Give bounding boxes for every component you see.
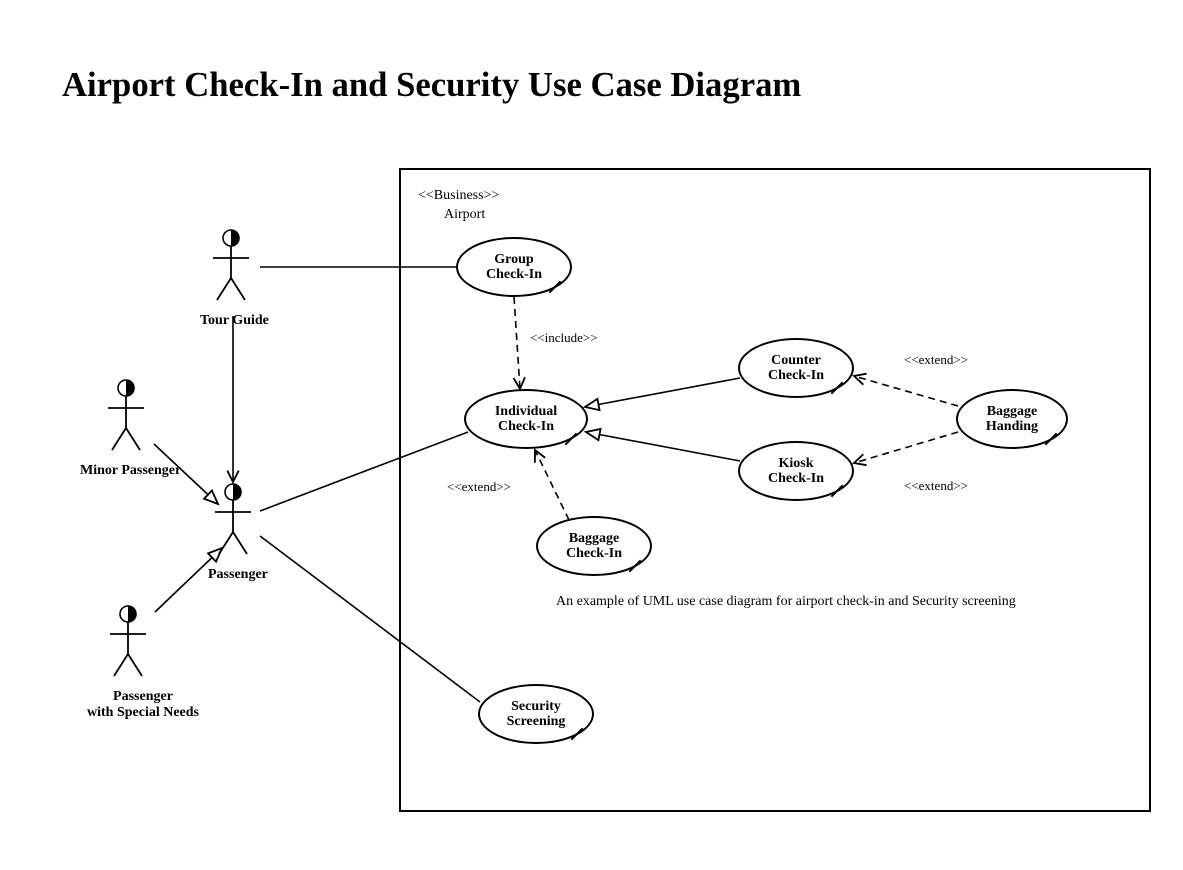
usecase-baggage_checkin: Baggage Check-In <box>536 516 652 576</box>
actor-label-passenger_special: Passenger with Special Needs <box>87 689 199 721</box>
usecase-label-baggage_handing: Baggage Handing <box>986 404 1038 435</box>
edge-label-baggagehand_extend_kiosk: <<extend>> <box>904 478 968 494</box>
usecase-baggage_handing: Baggage Handing <box>956 389 1068 449</box>
usecase-security_screening: Security Screening <box>478 684 594 744</box>
diagram-canvas: Airport Check-In and Security Use Case D… <box>0 0 1183 870</box>
edge-label-group_include_individual: <<include>> <box>530 330 598 346</box>
diagram-caption: An example of UML use case diagram for a… <box>556 594 1016 610</box>
usecase-label-baggage_checkin: Baggage Check-In <box>566 531 622 562</box>
actor-label-minor_passenger: Minor Passenger <box>80 463 181 479</box>
usecase-label-counter_checkin: Counter Check-In <box>768 353 824 384</box>
usecase-label-kiosk_checkin: Kiosk Check-In <box>768 456 824 487</box>
actor-label-passenger: Passenger <box>208 567 268 583</box>
actor-tour_guide <box>213 230 249 300</box>
diagram-title: Airport Check-In and Security Use Case D… <box>62 66 801 105</box>
usecase-group_checkin: Group Check-In <box>456 237 572 297</box>
usecase-counter_checkin: Counter Check-In <box>738 338 854 398</box>
actor-passenger_special <box>110 606 146 676</box>
actor-label-tour_guide: Tour Guide <box>200 313 269 329</box>
usecase-label-group_checkin: Group Check-In <box>486 252 542 283</box>
usecase-label-security_screening: Security Screening <box>507 699 566 730</box>
edge-label-baggagecheck_extend_individual: <<extend>> <box>447 479 511 495</box>
usecase-kiosk_checkin: Kiosk Check-In <box>738 441 854 501</box>
actor-minor_passenger <box>108 380 144 450</box>
actor-passenger <box>215 484 251 554</box>
usecase-label-individual_checkin: Individual Check-In <box>495 404 557 435</box>
usecase-individual_checkin: Individual Check-In <box>464 389 588 449</box>
system-name: Airport <box>444 207 485 223</box>
edge-label-baggagehand_extend_counter: <<extend>> <box>904 352 968 368</box>
system-stereotype: <<Business>> <box>418 188 499 204</box>
